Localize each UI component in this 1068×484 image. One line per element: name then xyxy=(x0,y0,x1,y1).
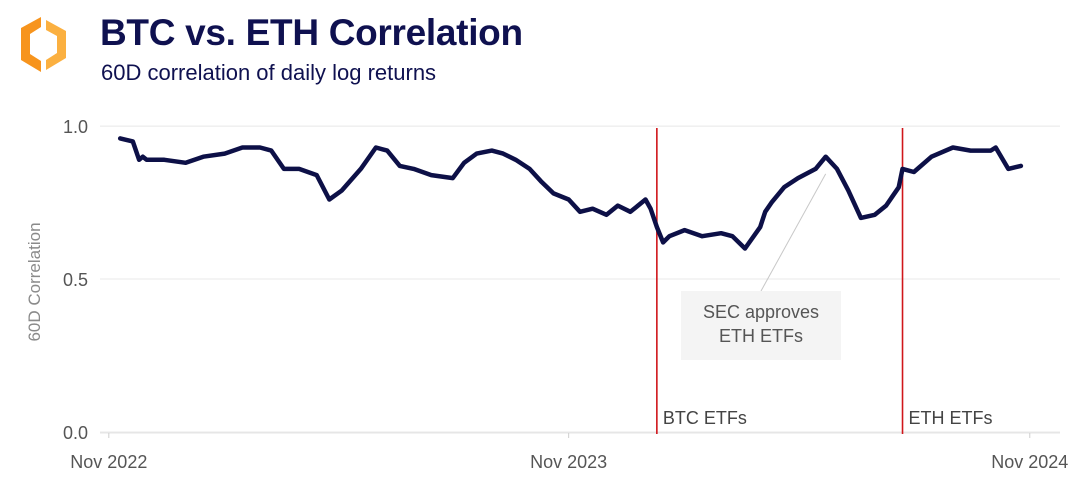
annotation-box xyxy=(681,291,841,360)
chart-title: BTC vs. ETH Correlation xyxy=(100,12,523,53)
x-tick-label: Nov 2023 xyxy=(530,452,607,472)
annotation-text-line: SEC approves xyxy=(703,302,819,322)
annotation-leader xyxy=(760,173,827,292)
annotation-text-line: ETH ETFs xyxy=(719,326,803,346)
logo-shape-left xyxy=(21,17,41,72)
correlation-series-line xyxy=(117,136,1024,251)
logo-shape-right xyxy=(46,20,66,70)
y-tick-label: 0.5 xyxy=(63,270,88,290)
brand-logo xyxy=(21,17,66,72)
y-axis-title: 60D Correlation xyxy=(25,222,44,341)
event-marker-label: ETH ETFs xyxy=(909,408,993,428)
y-tick-label: 0.0 xyxy=(63,423,88,443)
event-marker-label: BTC ETFs xyxy=(663,408,747,428)
x-tick-label: Nov 2024 xyxy=(991,452,1068,472)
x-tick-label: Nov 2022 xyxy=(70,452,147,472)
y-tick-label: 1.0 xyxy=(63,117,88,137)
chart-subtitle: 60D correlation of daily log returns xyxy=(101,60,437,85)
